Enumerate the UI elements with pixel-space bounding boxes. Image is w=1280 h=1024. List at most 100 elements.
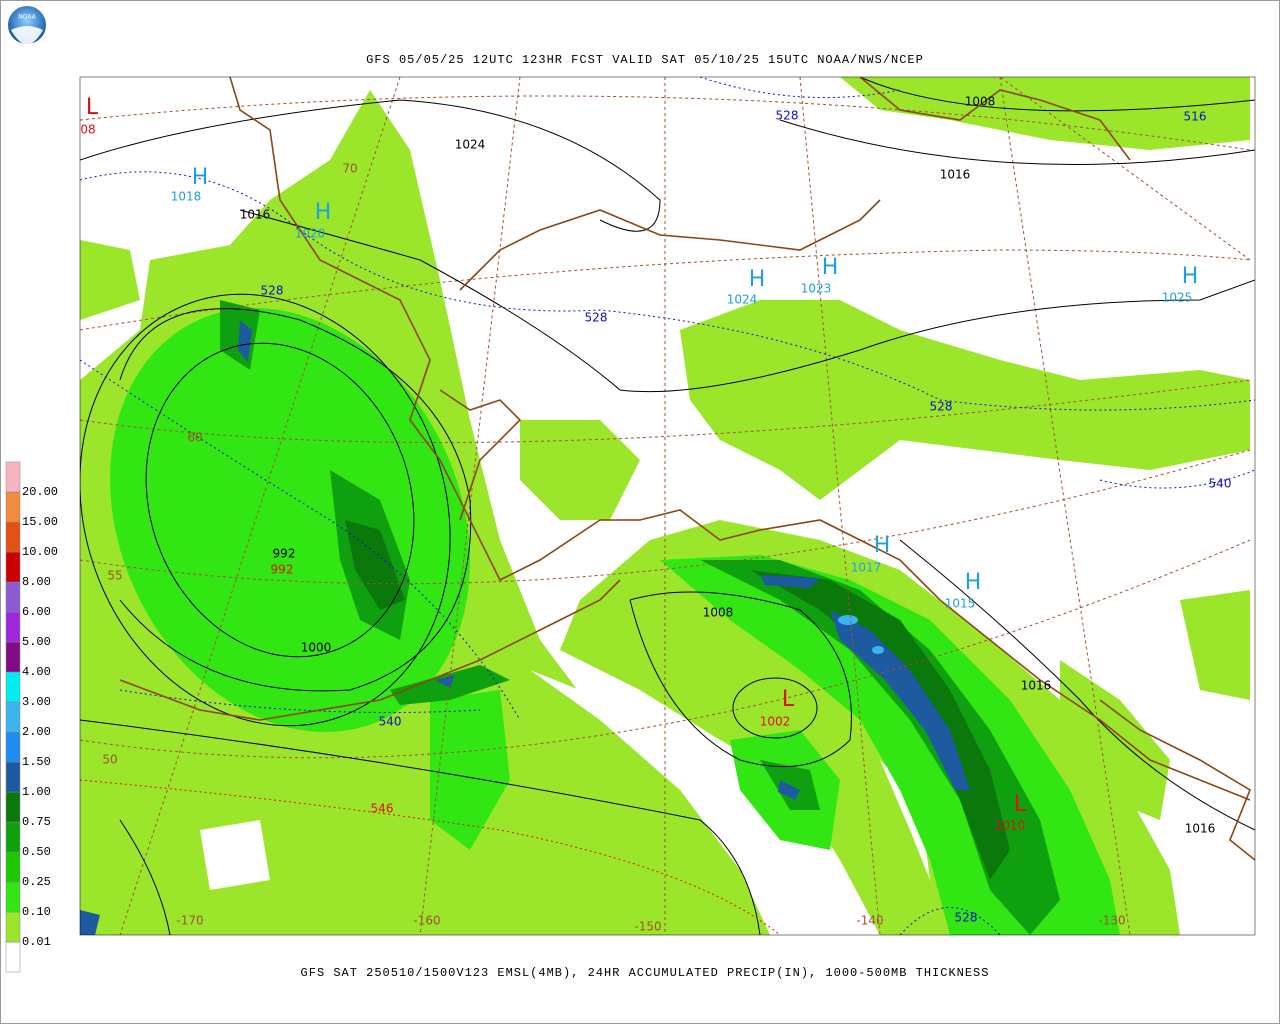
precip-light-part — [1060, 660, 1170, 820]
title: GFS 05/05/25 12UTC 123HR FCST VALID SAT … — [366, 53, 924, 67]
latitude-label: 50 — [102, 753, 117, 767]
legend-label: 0.75 — [22, 815, 51, 829]
thickness-part — [899, 907, 1001, 935]
contour-label: 992 — [273, 547, 296, 561]
contour-label: 540 — [379, 715, 402, 729]
logo-text: NOAA — [18, 14, 36, 21]
coastline-part — [859, 77, 1131, 161]
contour-label: 528 — [585, 311, 608, 325]
precip-very-heavy-part — [750, 570, 1010, 880]
isobars-part — [899, 539, 1255, 831]
contour-label: 1016 — [1185, 822, 1216, 836]
pressure-symbol: L — [86, 95, 99, 120]
longitude-label: -150 — [634, 920, 661, 934]
legend-label: 0.10 — [22, 905, 51, 919]
pressure-symbol: H — [192, 165, 209, 190]
precip-extreme — [80, 320, 970, 935]
graticule-part — [80, 539, 1251, 759]
pressure-value: 1018 — [171, 190, 202, 204]
precip-very-heavy — [345, 520, 1010, 880]
contour-label: 1008 — [703, 606, 734, 620]
precip-extreme-part — [830, 610, 970, 790]
legend-swatch — [5, 761, 21, 793]
isobars-part — [732, 677, 818, 739]
isobars-part — [629, 591, 852, 768]
longitude-label: -170 — [176, 914, 203, 928]
contour-label: 1016 — [1021, 679, 1052, 693]
legend-swatch — [5, 911, 21, 943]
legend-swatch — [5, 551, 21, 583]
contour-label: 528 — [955, 911, 978, 925]
precip-gap-part — [200, 820, 270, 890]
coastline-part — [229, 77, 1251, 801]
isobars-part — [80, 719, 761, 935]
longitude-label: -160 — [413, 914, 440, 928]
pressure-value: 1024 — [727, 293, 758, 307]
contour-label: 528 — [930, 400, 953, 414]
longitude-label: -130 — [1098, 914, 1125, 928]
thickness — [80, 77, 1255, 935]
latitude-label: 55 — [107, 569, 122, 583]
precip-light-part — [840, 77, 1250, 150]
isobars-part — [779, 119, 1255, 166]
legend-label: 8.00 — [22, 575, 51, 589]
coastline-part — [439, 389, 522, 521]
pressure-symbol: L — [1014, 792, 1027, 817]
graticule-part — [80, 449, 1251, 585]
graticule-part — [119, 77, 401, 935]
caption: GFS SAT 250510/1500V123 EMSL(4MB), 24HR … — [301, 966, 990, 980]
map-border — [79, 76, 1256, 936]
precip-extreme-part — [238, 320, 252, 362]
legend-swatch — [5, 461, 21, 493]
precip-extreme-part — [435, 675, 455, 688]
graticule-part — [80, 95, 1251, 151]
legend-label: 0.01 — [22, 935, 51, 949]
graticule-part — [999, 77, 1251, 261]
pressure-symbol: H — [822, 255, 839, 280]
legend-swatch — [5, 581, 21, 613]
legend-swatch — [5, 611, 21, 643]
thickness-part — [80, 359, 521, 721]
legend-swatch — [5, 521, 21, 553]
contour-label: 1008 — [965, 95, 996, 109]
legend-swatch — [5, 881, 21, 913]
legend-swatch — [5, 791, 21, 823]
legend-label: 0.25 — [22, 875, 51, 889]
contour-label: 1024 — [455, 138, 486, 152]
pressure-value: 1002 — [760, 715, 791, 729]
graticule — [80, 77, 1251, 935]
legend-swatch — [5, 731, 21, 763]
legend-swatch — [5, 491, 21, 523]
isobars-part — [119, 819, 171, 935]
isobars — [80, 77, 1255, 935]
pressure-value: 1023 — [801, 282, 832, 296]
legend-swatch — [5, 851, 21, 883]
pressure-value: 08 — [80, 123, 95, 137]
coastline-part — [1099, 699, 1255, 861]
contour-label: 992 — [271, 563, 294, 577]
precip-light-part — [1180, 590, 1250, 700]
thickness-part — [699, 77, 901, 99]
pressure-symbol: H — [749, 267, 766, 292]
legend-label: 3.00 — [22, 695, 51, 709]
pressure-symbol: L — [782, 687, 795, 712]
precip-light-part — [520, 420, 640, 520]
pressure-value: 1015 — [945, 597, 976, 611]
graticule-part — [999, 77, 1131, 935]
legend-swatch — [5, 941, 21, 973]
precip-max — [838, 615, 884, 654]
isobars-part — [80, 99, 661, 232]
contour-label: 1016 — [940, 168, 971, 182]
contour-label: 528 — [776, 109, 799, 123]
legend-label: 0.50 — [22, 845, 51, 859]
isobars-part — [145, 342, 415, 658]
coastline-part — [119, 679, 381, 721]
precip-max-part — [838, 615, 858, 625]
legend-label: 2.00 — [22, 725, 51, 739]
contour-label: 1016 — [240, 208, 271, 222]
coastline-part — [379, 579, 621, 701]
latitude-label: 70 — [342, 162, 357, 176]
legend-swatch — [5, 701, 21, 733]
